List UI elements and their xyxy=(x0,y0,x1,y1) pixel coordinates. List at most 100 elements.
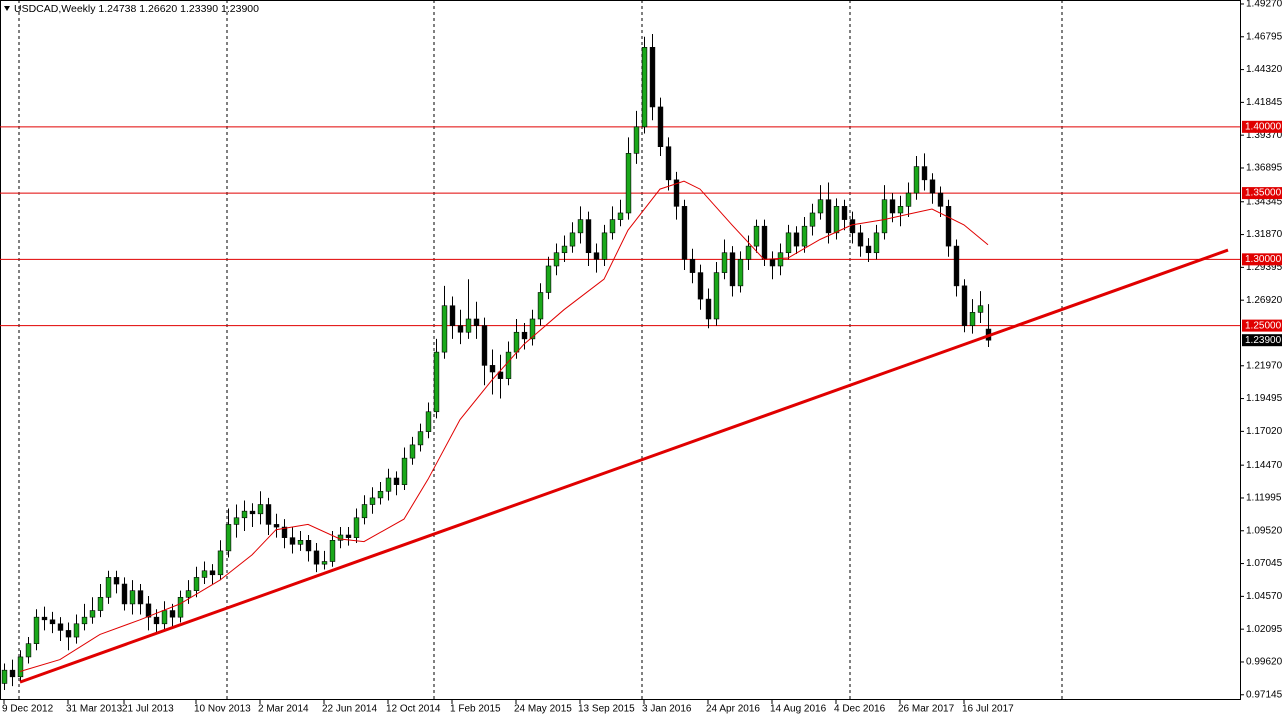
y-tick-label: 1.36895 xyxy=(1246,163,1283,174)
candle-body xyxy=(929,179,936,194)
candle-body xyxy=(657,106,664,148)
y-tick-label: 1.09520 xyxy=(1246,525,1283,536)
candle-body xyxy=(737,259,744,287)
candle-body xyxy=(905,192,912,207)
candle-body xyxy=(593,252,600,260)
candle-body xyxy=(217,550,224,576)
candle-body xyxy=(265,504,272,525)
candle-body xyxy=(329,540,336,562)
candle-body xyxy=(401,457,408,485)
candle-body xyxy=(25,643,32,658)
level-label-box xyxy=(1242,253,1282,266)
y-tick-label: 1.17020 xyxy=(1246,426,1283,437)
candle-body xyxy=(825,199,832,234)
candle-body xyxy=(945,206,952,247)
candle-body xyxy=(745,245,752,260)
candle-body xyxy=(81,616,88,625)
candle-body xyxy=(481,325,488,366)
candle-body xyxy=(649,47,656,108)
candle-body xyxy=(625,153,632,214)
level-label: 1.40000 xyxy=(1245,121,1282,132)
candle-body xyxy=(585,219,592,254)
candle-body xyxy=(105,577,112,598)
candle-body xyxy=(169,610,176,618)
candle-body xyxy=(689,259,696,273)
candle-body xyxy=(545,265,552,293)
x-tick-label: 2 Mar 2014 xyxy=(258,704,309,715)
candle-body xyxy=(97,596,104,611)
candle-body xyxy=(249,510,256,515)
candle-body xyxy=(233,517,240,525)
candle-body xyxy=(425,411,432,432)
candle-body xyxy=(617,212,624,220)
candle-body xyxy=(665,146,672,181)
y-tick-label: 1.49270 xyxy=(1246,0,1283,10)
last-price-box xyxy=(1242,334,1282,347)
candle-body xyxy=(705,298,712,320)
candle-body xyxy=(753,225,760,247)
candle-body xyxy=(441,305,448,353)
candle-body xyxy=(193,577,200,591)
candle-body xyxy=(505,351,512,379)
trendline xyxy=(19,248,1229,684)
moving-average xyxy=(19,180,989,672)
x-tick-label: 31 Mar 2013 xyxy=(66,704,123,715)
candle-body xyxy=(641,47,648,128)
candle-body xyxy=(257,504,264,515)
candles xyxy=(1,34,992,691)
header-icon xyxy=(4,6,10,11)
candle-body xyxy=(537,292,544,320)
candle-body xyxy=(937,192,944,207)
candle-body xyxy=(633,126,640,154)
candle-body xyxy=(145,603,152,618)
x-tick-label: 3 Jan 2016 xyxy=(642,704,692,715)
candle-body xyxy=(209,570,216,576)
level-label-box xyxy=(1242,187,1282,200)
candle-body xyxy=(305,540,312,552)
candle-body xyxy=(953,245,960,287)
candle-body xyxy=(225,524,232,552)
last-price-label: 1.23900 xyxy=(1245,335,1282,346)
candle-body xyxy=(809,212,816,227)
y-tick-label: 1.39370 xyxy=(1246,130,1283,141)
candle-body xyxy=(769,259,776,267)
candle-body xyxy=(857,232,864,247)
candle-body xyxy=(377,490,384,499)
candle-body xyxy=(457,325,464,333)
candle-body xyxy=(521,331,528,340)
candle-body xyxy=(33,616,40,644)
x-tick-label: 4 Dec 2016 xyxy=(834,704,886,715)
candle-body xyxy=(761,225,768,260)
candle-body xyxy=(345,534,352,538)
candle-body xyxy=(185,590,192,598)
candle-body xyxy=(281,526,288,538)
x-tick-label: 14 Aug 2016 xyxy=(770,704,827,715)
candle-body xyxy=(161,610,168,625)
x-tick-label: 16 Jul 2017 xyxy=(962,704,1014,715)
candle-body xyxy=(729,252,736,287)
level-label: 1.25000 xyxy=(1245,320,1282,331)
y-tick-label: 1.11995 xyxy=(1246,493,1282,504)
x-tick-label: 21 Jul 2013 xyxy=(122,704,174,715)
x-tick-label: 24 Apr 2016 xyxy=(706,704,760,715)
y-tick-label: 1.46795 xyxy=(1246,31,1283,42)
level-label-box xyxy=(1242,120,1282,133)
candle-body xyxy=(721,252,728,273)
candle-body xyxy=(153,616,160,625)
candle-body xyxy=(273,524,280,528)
candle-body xyxy=(569,232,576,247)
candle-body xyxy=(49,619,56,625)
candle-body xyxy=(369,497,376,505)
candle-body xyxy=(409,444,416,459)
candle-body xyxy=(201,570,208,578)
candle-body xyxy=(497,371,504,379)
candle-body xyxy=(961,285,968,326)
candle-body xyxy=(553,252,560,267)
candle-body xyxy=(57,623,64,631)
y-tick-label: 1.07045 xyxy=(1246,558,1283,569)
candle-body xyxy=(913,166,920,194)
candle-body xyxy=(897,206,904,214)
candle-body xyxy=(817,199,824,214)
candle-body xyxy=(73,623,80,638)
candle-body xyxy=(489,365,496,373)
